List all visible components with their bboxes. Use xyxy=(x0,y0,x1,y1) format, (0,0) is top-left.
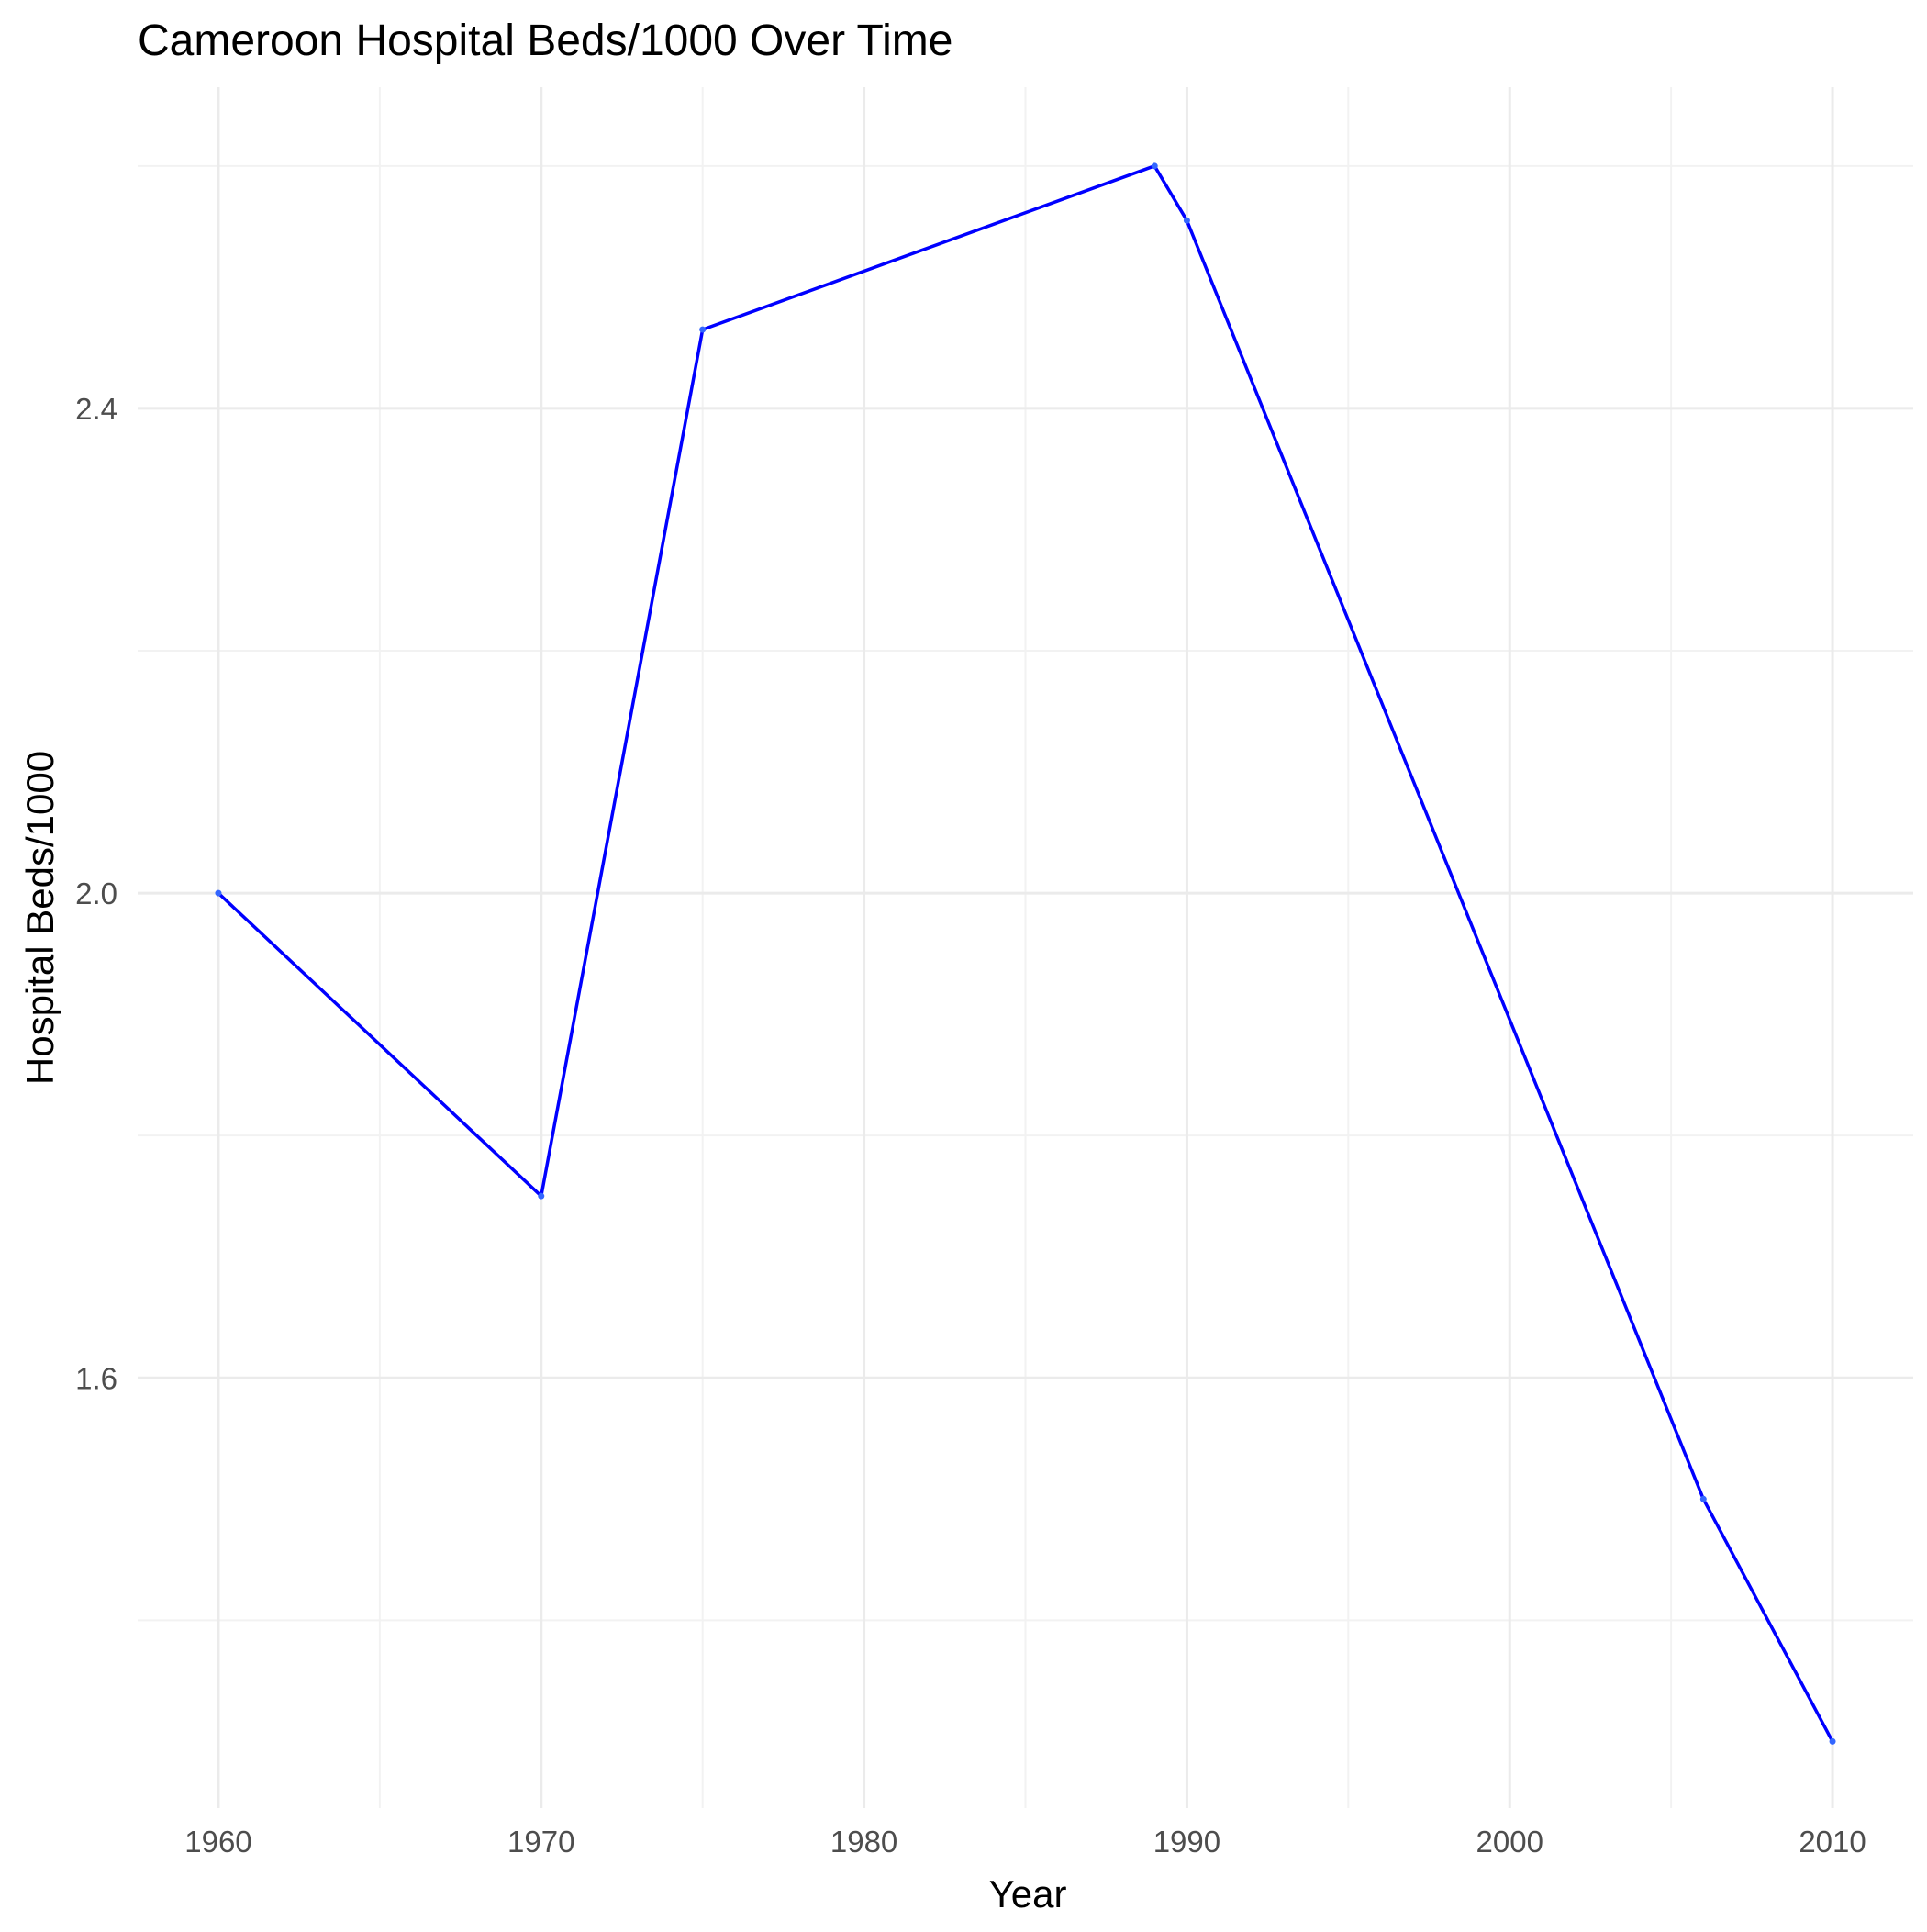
data-point xyxy=(215,889,222,897)
y-tick-labels: 1.6 2.0 2.4 xyxy=(75,392,117,1395)
data-point xyxy=(1151,162,1158,170)
y-tick-label: 1.6 xyxy=(75,1361,117,1395)
data-point xyxy=(699,326,707,333)
y-tick-label: 2.4 xyxy=(75,392,117,426)
x-tick-label: 1970 xyxy=(507,1825,574,1859)
data-points xyxy=(215,162,1836,1745)
x-tick-label: 1980 xyxy=(830,1825,897,1859)
data-point xyxy=(1183,217,1190,224)
x-tick-label: 2000 xyxy=(1476,1825,1543,1859)
y-tick-label: 2.0 xyxy=(75,877,117,910)
x-axis-label: Year xyxy=(989,1872,1067,1915)
x-tick-label: 2010 xyxy=(1799,1825,1866,1859)
x-tick-label: 1960 xyxy=(184,1825,251,1859)
x-tick-labels: 1960 1970 1980 1990 2000 2010 xyxy=(184,1825,1866,1859)
major-gridlines xyxy=(138,87,1913,1808)
chart-title: Cameroon Hospital Beds/1000 Over Time xyxy=(138,17,952,65)
minor-gridlines xyxy=(138,87,1913,1808)
data-point xyxy=(538,1192,545,1200)
x-tick-label: 1990 xyxy=(1153,1825,1220,1859)
data-point xyxy=(1699,1495,1707,1502)
y-axis-label: Hospital Beds/1000 xyxy=(18,751,61,1085)
data-point xyxy=(1829,1737,1836,1745)
